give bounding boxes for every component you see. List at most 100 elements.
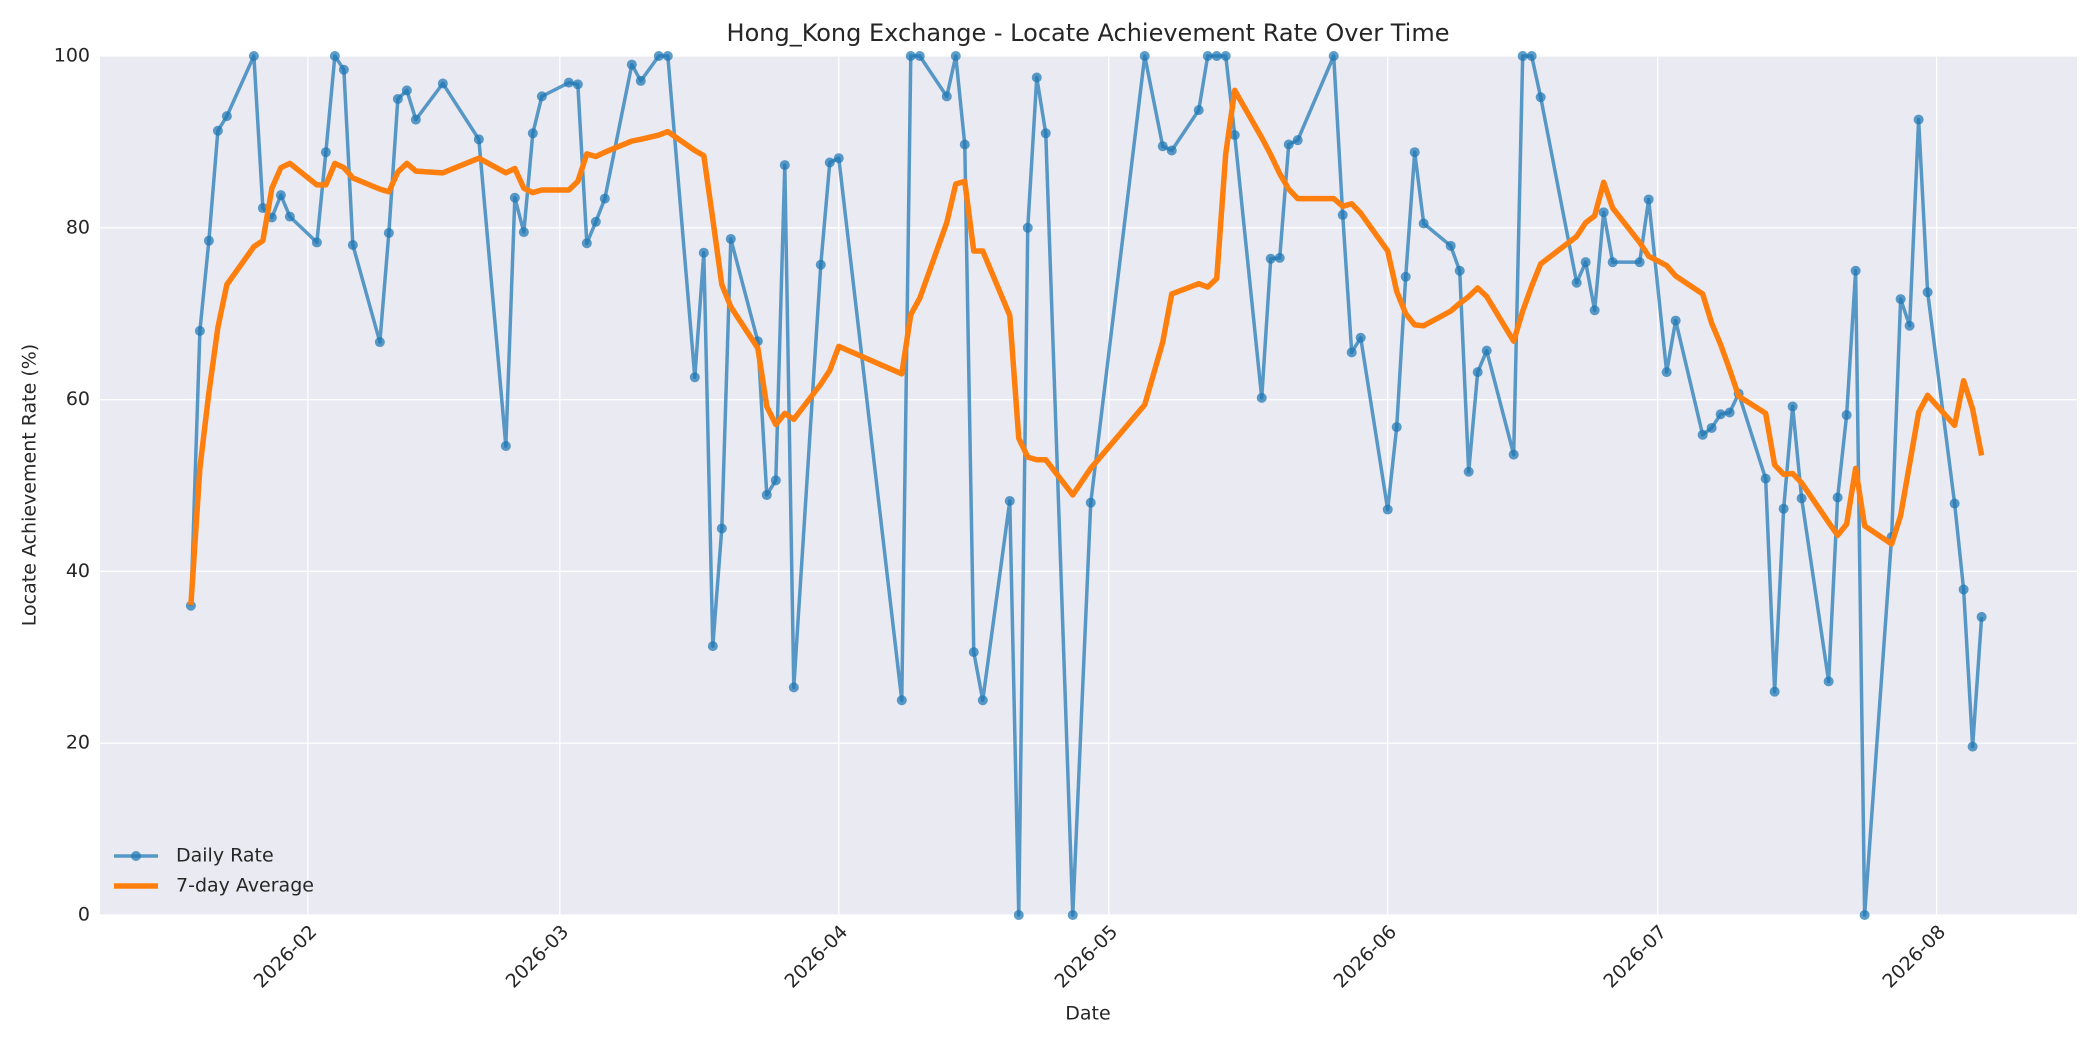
data-point (221, 111, 232, 122)
data-point (1508, 449, 1519, 460)
data-point (383, 227, 394, 238)
data-point (518, 227, 529, 238)
data-point (1229, 130, 1240, 141)
data-point (1607, 257, 1618, 268)
data-point (1517, 51, 1528, 61)
y-tick-label: 100 (54, 45, 90, 67)
data-point (212, 125, 223, 136)
data-point (896, 695, 907, 706)
data-point (401, 85, 412, 96)
data-point (1715, 409, 1726, 420)
x-tick-label: 2026-08 (1878, 921, 1950, 993)
y-axis-label: Locate Achievement Rate (%) (19, 344, 41, 626)
data-point (977, 695, 988, 706)
data-point (1382, 504, 1393, 515)
x-tick-label: 2026-02 (250, 921, 322, 993)
x-axis-label: Date (1065, 1003, 1110, 1025)
data-point (761, 489, 772, 500)
data-point (1202, 51, 1213, 61)
data-point (1220, 51, 1231, 61)
data-point (1904, 320, 1915, 331)
data-point (662, 51, 673, 61)
data-point (509, 192, 520, 203)
data-point (1706, 422, 1717, 433)
data-point (1760, 473, 1771, 484)
data-point (275, 190, 286, 201)
data-point (572, 79, 583, 90)
data-point (329, 51, 340, 61)
data-point (689, 372, 700, 383)
data-point (599, 193, 610, 204)
data-point (635, 75, 646, 86)
data-point (248, 51, 259, 61)
data-point (833, 153, 844, 164)
data-point (536, 91, 547, 102)
data-point (311, 237, 322, 248)
y-tick-label: 20 (66, 732, 90, 754)
data-point (1157, 141, 1168, 152)
y-tick-label: 80 (66, 216, 90, 238)
legend: Daily Rate 7-day Average (114, 845, 314, 897)
data-point (1355, 332, 1366, 343)
x-tick-label: 2026-07 (1599, 921, 1671, 993)
data-point (1949, 498, 1960, 509)
data-point (1346, 347, 1357, 358)
data-point (968, 647, 979, 658)
data-point (1643, 194, 1654, 205)
data-point (1526, 51, 1537, 61)
data-point (1472, 367, 1483, 378)
x-tick-label: 2026-06 (1329, 921, 1401, 993)
plot-area (100, 56, 2077, 915)
data-point (1400, 271, 1411, 282)
data-point (941, 91, 952, 102)
data-point (1589, 305, 1600, 316)
data-point (284, 211, 295, 222)
legend-marker (131, 851, 141, 861)
data-point (1004, 495, 1015, 506)
data-point (1913, 114, 1924, 125)
data-point (392, 93, 403, 104)
data-point (581, 238, 592, 249)
data-point (1445, 240, 1456, 251)
y-tick-label: 60 (66, 388, 90, 410)
data-point (914, 51, 925, 61)
data-point (374, 337, 385, 348)
data-point (500, 440, 511, 451)
data-point (1778, 503, 1789, 514)
data-point (626, 59, 637, 70)
y-tick-label: 40 (66, 560, 90, 582)
data-point (1463, 466, 1474, 477)
data-point (1922, 287, 1933, 298)
data-point (1265, 253, 1276, 264)
data-point (1841, 410, 1852, 421)
x-tick-label: 2026-03 (502, 921, 574, 993)
data-point (410, 114, 421, 125)
data-point (770, 475, 781, 486)
data-point (1454, 265, 1465, 276)
data-point (1958, 584, 1969, 595)
data-point (1580, 257, 1591, 268)
data-point (1850, 265, 1861, 276)
data-point (1022, 222, 1033, 233)
data-point (1670, 315, 1681, 326)
data-point (905, 51, 916, 61)
data-point (1166, 145, 1177, 156)
data-point (563, 77, 574, 88)
data-point (1418, 218, 1429, 229)
data-point (437, 78, 448, 89)
data-point (725, 233, 736, 244)
data-point (1535, 92, 1546, 103)
data-point (1697, 429, 1708, 440)
data-point (320, 147, 331, 158)
data-point (779, 160, 790, 171)
data-point (698, 247, 709, 258)
data-point (1967, 741, 1978, 752)
data-point (1085, 497, 1096, 508)
data-point (1274, 252, 1285, 263)
data-point (590, 216, 601, 227)
data-point (203, 235, 214, 246)
data-point (1823, 676, 1834, 687)
x-tick-label: 2026-04 (781, 921, 853, 993)
data-point (1634, 257, 1645, 268)
